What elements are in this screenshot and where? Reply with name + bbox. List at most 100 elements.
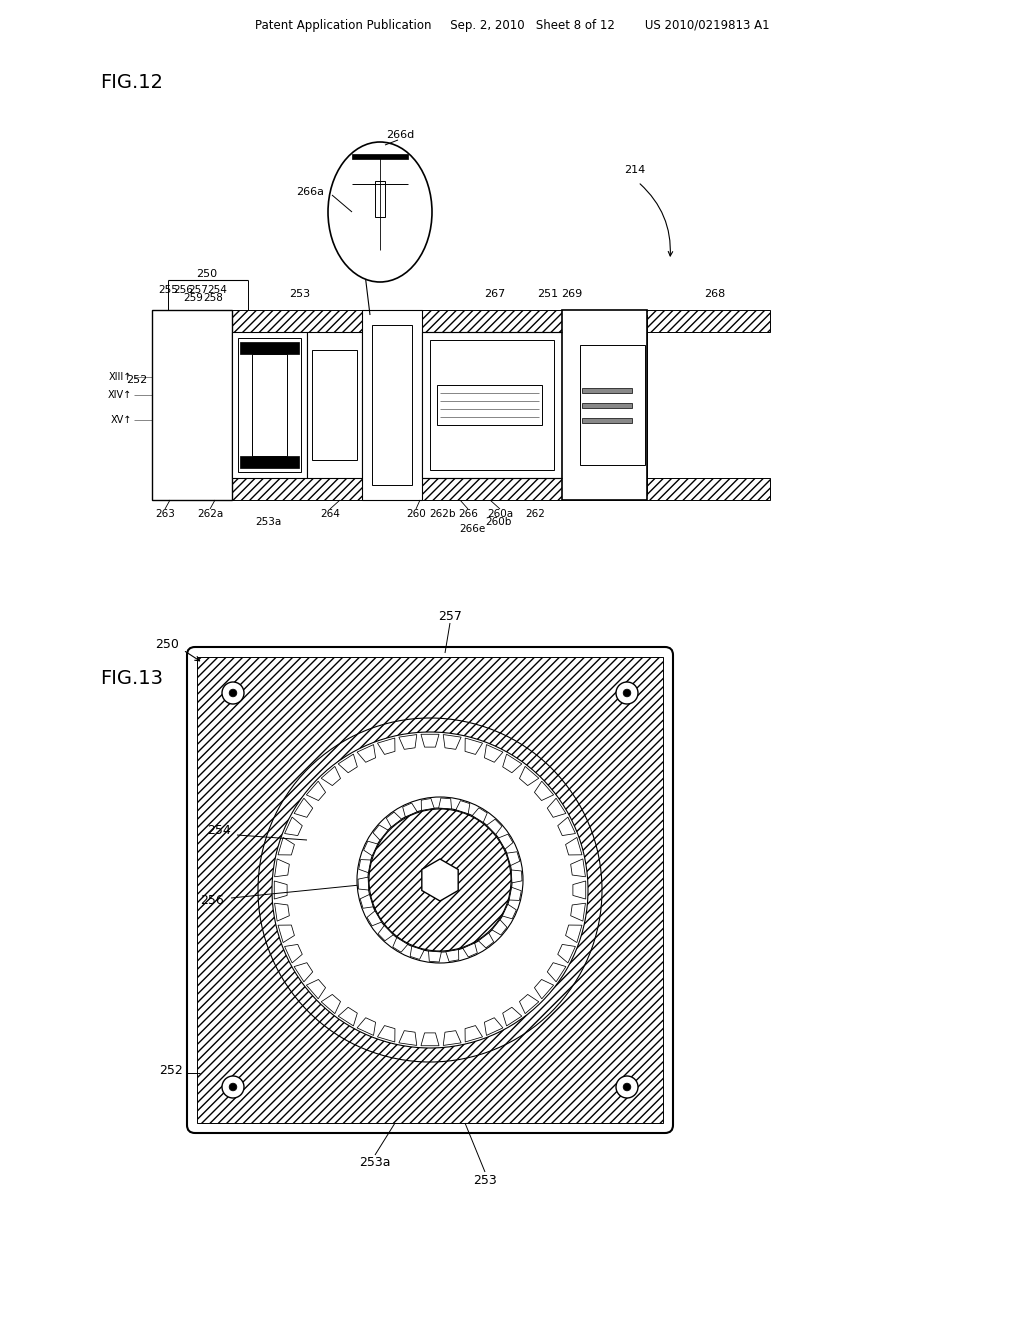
Polygon shape — [378, 1026, 395, 1041]
Bar — [312, 350, 357, 459]
Circle shape — [616, 1076, 638, 1098]
Bar — [430, 341, 554, 470]
Polygon shape — [411, 946, 424, 960]
Bar — [197, 657, 663, 1123]
Polygon shape — [378, 738, 395, 755]
Polygon shape — [367, 911, 382, 925]
Circle shape — [357, 797, 523, 964]
Text: 257: 257 — [438, 610, 462, 623]
Polygon shape — [399, 1031, 417, 1045]
Polygon shape — [378, 925, 393, 941]
Polygon shape — [565, 837, 582, 855]
Polygon shape — [492, 920, 507, 935]
Polygon shape — [357, 1018, 376, 1035]
Polygon shape — [360, 895, 373, 908]
Circle shape — [368, 808, 512, 952]
Polygon shape — [279, 925, 295, 942]
Circle shape — [272, 733, 588, 1048]
Polygon shape — [274, 903, 290, 921]
Polygon shape — [393, 937, 408, 952]
Polygon shape — [438, 799, 452, 809]
Circle shape — [222, 682, 244, 704]
Text: 214: 214 — [625, 165, 645, 176]
Text: 253: 253 — [473, 1173, 497, 1187]
Bar — [152, 310, 232, 500]
Polygon shape — [373, 825, 388, 841]
Polygon shape — [364, 841, 378, 855]
Polygon shape — [499, 834, 513, 849]
Bar — [372, 325, 412, 484]
Polygon shape — [285, 817, 302, 836]
Polygon shape — [422, 859, 458, 902]
Text: 260b: 260b — [484, 517, 511, 527]
Bar — [562, 315, 647, 495]
Polygon shape — [463, 942, 477, 957]
Bar — [238, 338, 301, 473]
Polygon shape — [421, 1032, 439, 1045]
Text: 262a: 262a — [197, 510, 223, 519]
Polygon shape — [484, 744, 503, 762]
Bar — [232, 333, 307, 478]
Polygon shape — [306, 979, 326, 999]
Bar — [370, 215, 390, 249]
Bar — [437, 385, 542, 425]
Polygon shape — [338, 1007, 357, 1026]
Polygon shape — [428, 952, 441, 962]
Polygon shape — [503, 1007, 522, 1026]
Bar — [307, 333, 362, 478]
Polygon shape — [402, 803, 417, 817]
Polygon shape — [507, 851, 520, 866]
Bar — [352, 156, 408, 183]
Bar — [252, 354, 287, 455]
Polygon shape — [421, 799, 434, 810]
Text: FIG.13: FIG.13 — [100, 668, 163, 688]
Text: 253a: 253a — [255, 517, 282, 527]
Bar — [240, 455, 299, 469]
Bar — [352, 154, 408, 158]
Bar — [422, 333, 562, 478]
Polygon shape — [274, 880, 287, 899]
Bar — [422, 333, 562, 478]
Polygon shape — [511, 870, 522, 883]
Text: 266d: 266d — [386, 129, 414, 140]
Bar — [562, 310, 647, 500]
Text: 267: 267 — [484, 289, 506, 300]
Text: 256: 256 — [173, 285, 193, 294]
Text: 251: 251 — [538, 289, 558, 300]
Polygon shape — [294, 799, 312, 817]
Polygon shape — [294, 962, 312, 982]
Polygon shape — [322, 994, 341, 1014]
Bar — [582, 388, 632, 393]
Polygon shape — [465, 1026, 482, 1041]
Bar — [232, 333, 307, 478]
Polygon shape — [547, 962, 566, 982]
Bar — [152, 310, 770, 333]
Circle shape — [624, 689, 631, 697]
Polygon shape — [472, 808, 487, 822]
Polygon shape — [486, 820, 502, 834]
Polygon shape — [322, 767, 341, 785]
Polygon shape — [358, 859, 371, 873]
Polygon shape — [535, 979, 554, 999]
Polygon shape — [509, 887, 521, 900]
Text: 252: 252 — [126, 375, 147, 385]
Circle shape — [369, 809, 511, 950]
Bar — [362, 310, 422, 500]
Text: 258: 258 — [203, 293, 223, 304]
Bar — [240, 342, 299, 354]
Polygon shape — [443, 1031, 461, 1045]
Circle shape — [616, 682, 638, 704]
Polygon shape — [456, 801, 470, 813]
Polygon shape — [503, 754, 522, 772]
Polygon shape — [535, 781, 554, 800]
Text: 269: 269 — [561, 289, 583, 300]
Bar — [385, 181, 400, 216]
Polygon shape — [547, 799, 566, 817]
Polygon shape — [519, 994, 539, 1014]
Bar — [375, 181, 385, 216]
Polygon shape — [279, 837, 295, 855]
FancyArrowPatch shape — [185, 652, 200, 661]
Text: 260a: 260a — [487, 510, 513, 519]
Bar — [582, 403, 632, 408]
Text: 266e: 266e — [459, 524, 485, 535]
